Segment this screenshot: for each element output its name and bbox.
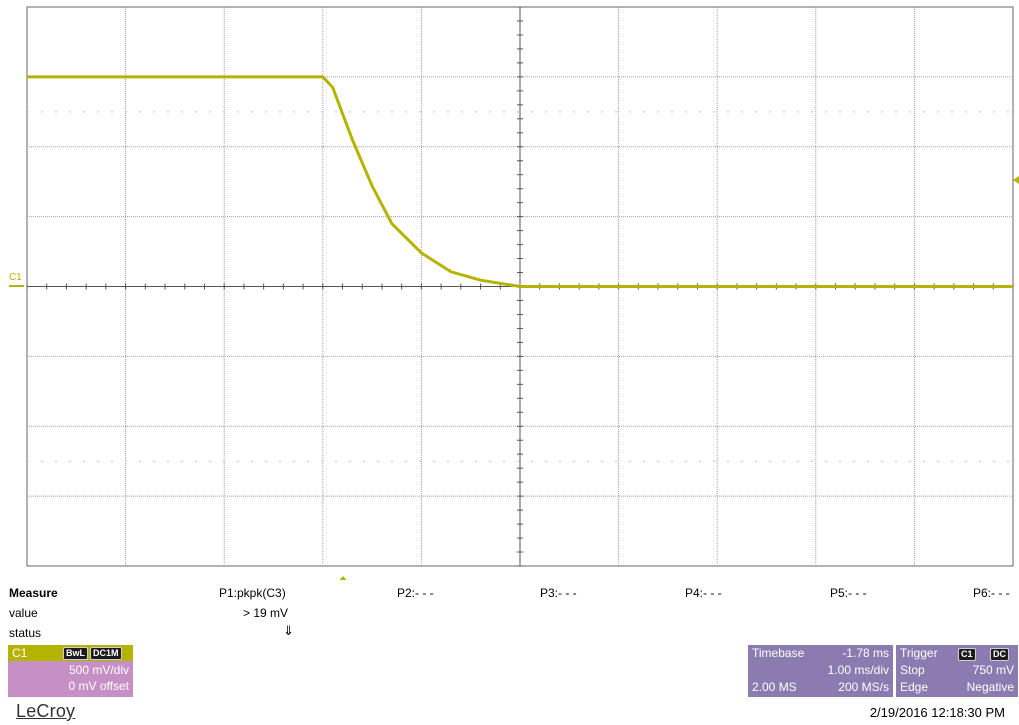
measure-p4-header[interactable]: P4:- - - — [685, 586, 722, 600]
down-arrow-status-icon: ⇓ — [283, 623, 294, 638]
measure-p6-header[interactable]: P6:- - - — [973, 586, 1010, 600]
timestamp: 2/19/2016 12:18:30 PM — [869, 705, 1005, 720]
coupling-badge: DC1M — [90, 647, 122, 660]
timebase-time-per-div: 1.00 ms/div — [827, 663, 889, 677]
timebase-samples: 2.00 MS — [752, 680, 797, 694]
trigger-position-marker — [339, 576, 347, 580]
oscilloscope-grid: C1 — [9, 6, 1019, 580]
channel-1-waveform — [27, 75, 1013, 288]
measure-p2-header[interactable]: P2:- - - — [397, 586, 434, 600]
measure-value-label: value — [9, 606, 38, 620]
measure-p5-header[interactable]: P5:- - - — [830, 586, 867, 600]
channel-1-descriptor[interactable]: C1 BwL DC1M 500 mV/div 0 mV offset — [8, 645, 133, 697]
bandwidth-limit-badge: BwL — [63, 647, 88, 660]
lecroy-logo: LeCroy — [16, 701, 76, 721]
measure-p1-header[interactable]: P1:pkpk(C3) — [219, 586, 286, 600]
trigger-level-marker — [1013, 176, 1019, 184]
channel-1-name: C1 — [12, 646, 28, 660]
timebase-descriptor[interactable]: Timebase -1.78 ms 1.00 ms/div 2.00 MS 20… — [748, 645, 893, 697]
measure-title: Measure — [9, 586, 58, 600]
timebase-sample-rate: 200 MS/s — [838, 680, 889, 694]
trigger-source-badge: C1 — [958, 648, 976, 661]
channel-ground-label: C1 — [9, 272, 22, 283]
trigger-slope: Negative — [966, 680, 1014, 694]
trigger-coupling-badge: DC — [990, 648, 1009, 661]
trigger-level: 750 mV — [972, 663, 1014, 677]
timebase-label: Timebase — [752, 646, 805, 660]
trigger-mode: Stop — [900, 663, 925, 677]
channel-1-offset: 0 mV offset — [68, 679, 129, 693]
timebase-delay: -1.78 ms — [842, 646, 889, 660]
channel-1-volts-per-div: 500 mV/div — [68, 663, 129, 677]
measure-status-label: status — [9, 626, 42, 640]
trigger-label: Trigger — [900, 646, 938, 660]
trigger-type: Edge — [900, 680, 929, 694]
trigger-descriptor[interactable]: Trigger C1 DC Stop 750 mV Edge Negative — [896, 645, 1018, 697]
measure-p1-value: > 19 mV — [243, 606, 289, 620]
measure-p3-header[interactable]: P3:- - - — [540, 586, 577, 600]
